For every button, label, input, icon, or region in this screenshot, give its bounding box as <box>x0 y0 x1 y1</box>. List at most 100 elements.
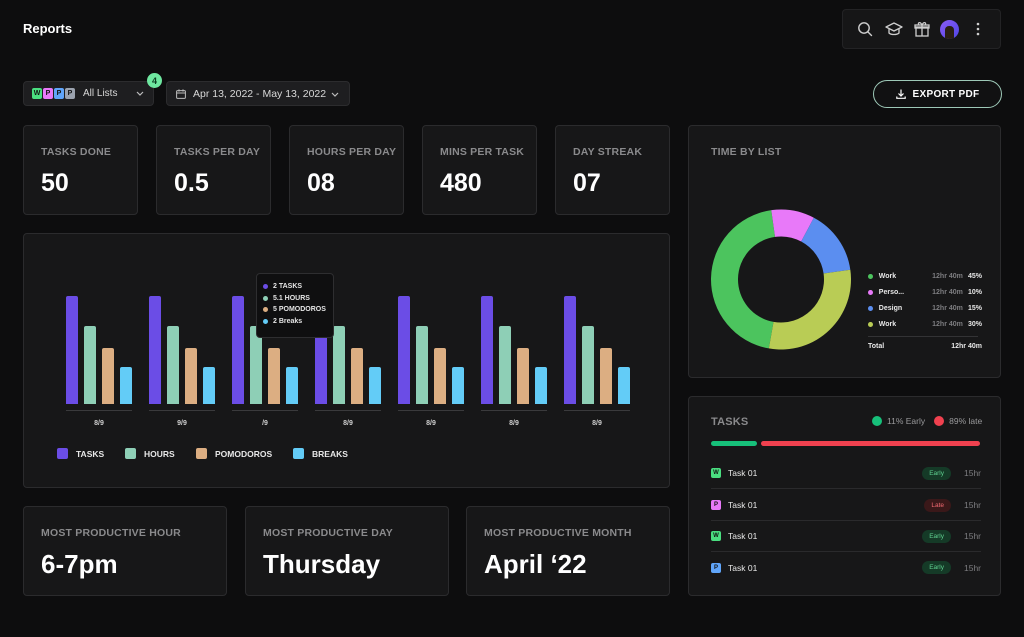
bar-tasks-5[interactable] <box>481 296 493 404</box>
date-range-select[interactable]: Apr 13, 2022 - May 13, 2022 <box>166 81 350 106</box>
export-pdf-label: EXPORT PDF <box>912 88 980 100</box>
x-tick-label: 8/9 <box>509 420 519 427</box>
tooltip-text: 2 Breaks <box>273 317 303 325</box>
stat-label: HOURS PER DAY <box>307 146 397 158</box>
legend-name: Work <box>878 273 897 280</box>
legend-label: HOURS <box>144 448 175 459</box>
bar-pomodoros-0[interactable] <box>102 347 114 404</box>
stat-label: DAY STREAK <box>573 146 643 158</box>
legend-time: 12hr 40m <box>932 289 963 296</box>
list-chip: W <box>711 531 721 541</box>
bar-tasks-2[interactable] <box>232 296 244 404</box>
axis-baseline <box>398 410 464 411</box>
bar-hours-2[interactable] <box>250 326 262 404</box>
donut-slice-1[interactable] <box>771 209 814 242</box>
axis-baseline <box>564 410 630 411</box>
export-pdf-button[interactable]: EXPORT PDF <box>873 80 1002 108</box>
chevron-down-icon <box>136 88 144 99</box>
avatar[interactable] <box>940 19 960 39</box>
bar-hours-1[interactable] <box>167 326 179 404</box>
bar-tasks-4[interactable] <box>398 296 410 404</box>
axis-baseline <box>232 410 298 411</box>
bar-hours-3[interactable] <box>333 326 345 404</box>
bar-tasks-0[interactable] <box>66 296 78 404</box>
date-range-label: Apr 13, 2022 - May 13, 2022 <box>193 87 327 100</box>
bar-hours-4[interactable] <box>416 326 428 404</box>
legend-dot <box>868 274 873 279</box>
donut-chart <box>711 209 851 350</box>
task-row[interactable]: P Task 01 Early 15hr <box>711 552 981 583</box>
axis-baseline <box>315 410 381 411</box>
chevron-down-icon <box>331 88 339 100</box>
task-time: 15hr <box>963 468 981 478</box>
status-badge: Early <box>922 529 951 543</box>
bar-breaks-4[interactable] <box>452 367 464 404</box>
bar-pomodoros-2[interactable] <box>268 347 280 404</box>
more-vertical-icon[interactable] <box>968 19 988 39</box>
bar-tasks-1[interactable] <box>149 296 161 404</box>
bar-breaks-2[interactable] <box>286 367 298 404</box>
donut-slice-3[interactable] <box>768 269 851 350</box>
stat-value: 0.5 <box>174 169 209 197</box>
legend-time: 12hr 40m <box>932 305 963 312</box>
bar-breaks-6[interactable] <box>618 367 630 404</box>
bar-breaks-3[interactable] <box>369 367 381 404</box>
tooltip-dot <box>263 307 268 313</box>
bar-breaks-0[interactable] <box>120 367 132 404</box>
stat-value: 08 <box>307 169 335 197</box>
bar-hours-5[interactable] <box>499 326 511 404</box>
tasks-card: TASKS 11% Early 89% late W Task 01 Early… <box>688 396 1001 596</box>
legend-name: Work <box>878 321 897 328</box>
task-row[interactable]: W Task 01 Early 15hr <box>711 521 981 552</box>
pie-legend-row: Perso... 12hr 40m 10% <box>868 289 982 296</box>
bar-pomodoros-1[interactable] <box>185 347 197 404</box>
late-dot <box>934 416 945 426</box>
bar-breaks-5[interactable] <box>535 367 547 404</box>
tooltip-row: 5 POMODOROS <box>263 304 327 316</box>
tooltip-text: 5.1 HOURS <box>273 294 310 302</box>
pie-legend-row: Design 12hr 40m 15% <box>868 305 982 312</box>
x-tick-label: 8/9 <box>426 420 436 427</box>
stat-card-mins-per-task: MINS PER TASK 480 <box>422 125 537 215</box>
graduation-cap-icon[interactable] <box>884 19 904 39</box>
status-badge: Late <box>924 498 951 512</box>
donut-slice-2[interactable] <box>801 217 851 274</box>
bar-tasks-6[interactable] <box>564 296 576 404</box>
stat-label: MOST PRODUCTIVE DAY <box>263 527 394 539</box>
tooltip-row: 2 Breaks <box>263 316 327 328</box>
x-tick-label: /9 <box>262 420 268 427</box>
bar-pomodoros-4[interactable] <box>434 347 446 404</box>
stat-value: Thursday <box>263 549 381 579</box>
legend-percent: 30% <box>967 321 982 328</box>
legend-label: POMODOROS <box>215 448 273 459</box>
activity-bar-chart: 8/9 9/9/9 8/9 8/9 8/9 8/9 TASKS HOURS POMODOR… <box>23 233 670 488</box>
bar-breaks-1[interactable] <box>203 367 215 404</box>
legend-label: BREAKS <box>312 448 348 459</box>
search-icon[interactable] <box>855 19 875 39</box>
pie-legend-total: Total 12hr 40m <box>868 343 982 350</box>
list-count-badge: 4 <box>147 73 162 88</box>
task-name: Task 01 <box>728 468 758 478</box>
early-late-progress <box>711 441 980 446</box>
bar-pomodoros-5[interactable] <box>517 347 529 404</box>
bar-hours-0[interactable] <box>84 326 96 404</box>
legend-name: Design <box>878 305 903 312</box>
legend-dot <box>868 322 873 327</box>
most-productive-hour-card: MOST PRODUCTIVE HOUR 6-7pm <box>23 506 227 596</box>
legend-item-pomodoros: POMODOROS <box>196 448 272 459</box>
late-label: 89% late <box>949 416 983 426</box>
bar-pomodoros-3[interactable] <box>351 347 363 404</box>
gift-icon[interactable] <box>912 19 932 39</box>
tooltip-dot <box>263 284 268 290</box>
download-icon <box>895 89 906 99</box>
page-title: Reports <box>23 21 73 36</box>
bar-hours-6[interactable] <box>582 326 594 404</box>
bar-pomodoros-6[interactable] <box>600 347 612 404</box>
task-row[interactable]: P Task 01 Late 15hr <box>711 490 981 521</box>
donut-slice-0[interactable] <box>711 210 776 349</box>
legend-label: TASKS <box>76 448 105 459</box>
legend-swatch <box>196 448 207 459</box>
task-row[interactable]: W Task 01 Early 15hr <box>711 458 981 489</box>
